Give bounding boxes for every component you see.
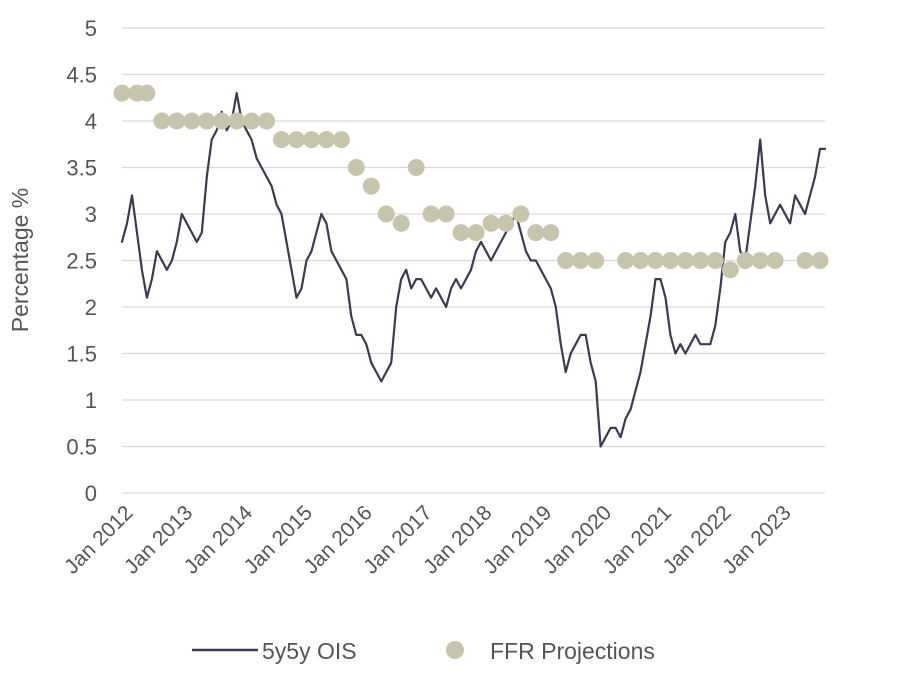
legend-ois-label: 5y5y OIS xyxy=(262,638,357,664)
ffr-projection-point xyxy=(273,131,290,149)
y-axis-ticks: 0 0.5 1 1.5 2 2.5 3 3.5 4 4.5 5 xyxy=(66,16,97,506)
ffr-projection-point xyxy=(183,112,201,130)
ffr-projection-point xyxy=(138,84,156,102)
ffr-projection-point xyxy=(168,112,186,130)
ffr-projection-point xyxy=(377,205,395,223)
y-axis-title: Percentage % xyxy=(7,188,33,332)
ffr-projection-point xyxy=(407,159,425,176)
ffr-projection-point xyxy=(362,177,380,195)
ffr-projection-point xyxy=(258,112,276,130)
ffr-projection-point xyxy=(347,159,365,176)
ffr-projection-point xyxy=(288,131,305,149)
ffr-projection-point xyxy=(676,252,694,269)
ffr-projection-point xyxy=(303,131,320,149)
ffr-projection-point xyxy=(736,252,754,269)
ffr-projection-point xyxy=(213,112,231,130)
ffr-projection-point xyxy=(243,112,261,130)
ffr-projection-point xyxy=(691,252,709,269)
y-tick-label: 5 xyxy=(85,16,97,41)
ffr-projection-point xyxy=(751,252,769,269)
ffr-projection-point xyxy=(617,252,635,269)
legend-ffr-label: FFR Projections xyxy=(490,638,655,664)
ffr-projection-point xyxy=(587,252,605,269)
ffr-projection-point xyxy=(647,252,664,269)
y-tick-label: 0.5 xyxy=(66,435,97,460)
y-tick-label: 1 xyxy=(85,388,97,413)
legend-ffr-swatch xyxy=(446,641,464,659)
series-ois-group xyxy=(120,91,827,448)
y-tick-label: 3.5 xyxy=(66,156,97,181)
ffr-projection-point xyxy=(317,131,335,149)
y-tick-label: 3 xyxy=(85,202,97,227)
ffr-projection-point xyxy=(452,224,470,242)
y-tick-label: 1.5 xyxy=(66,342,97,367)
ffr-projection-point xyxy=(796,252,814,269)
y-tick-label: 4 xyxy=(85,109,97,134)
ffr-projection-point xyxy=(497,214,515,232)
y-tick-label: 4.5 xyxy=(66,63,97,88)
ffr-projection-point xyxy=(422,205,440,223)
ffr-projection-point xyxy=(392,214,410,232)
ffr-projection-point xyxy=(811,252,829,269)
ffr-projection-point xyxy=(332,131,350,149)
ffr-projection-point xyxy=(721,261,739,279)
ffr-projection-point xyxy=(661,252,679,269)
ffr-projection-point xyxy=(542,224,560,242)
y-tick-label: 2 xyxy=(85,295,97,320)
ffr-projection-point xyxy=(632,252,649,269)
ffr-projection-point xyxy=(572,252,590,269)
ffr-projection-point xyxy=(706,252,724,269)
y-tick-label: 2.5 xyxy=(66,249,97,274)
ffr-projection-point xyxy=(512,205,530,223)
ffr-projection-point xyxy=(467,224,485,242)
ffr-projection-point xyxy=(113,84,131,102)
ffr-projection-point xyxy=(437,205,455,223)
ffr-projection-point xyxy=(198,112,216,130)
ffr-projection-point xyxy=(527,224,545,242)
ffr-projection-point xyxy=(766,252,784,269)
ffr-projection-point xyxy=(228,112,246,130)
ffr-projection-point xyxy=(153,112,171,130)
y-tick-label: 0 xyxy=(85,481,97,506)
legend: 5y5y OIS FFR Projections xyxy=(192,638,655,664)
ffr-projection-point xyxy=(482,214,500,232)
ffr-projection-point xyxy=(557,252,575,269)
series-line-5y5y-ois xyxy=(120,91,827,448)
series-ffr-group xyxy=(113,84,829,279)
